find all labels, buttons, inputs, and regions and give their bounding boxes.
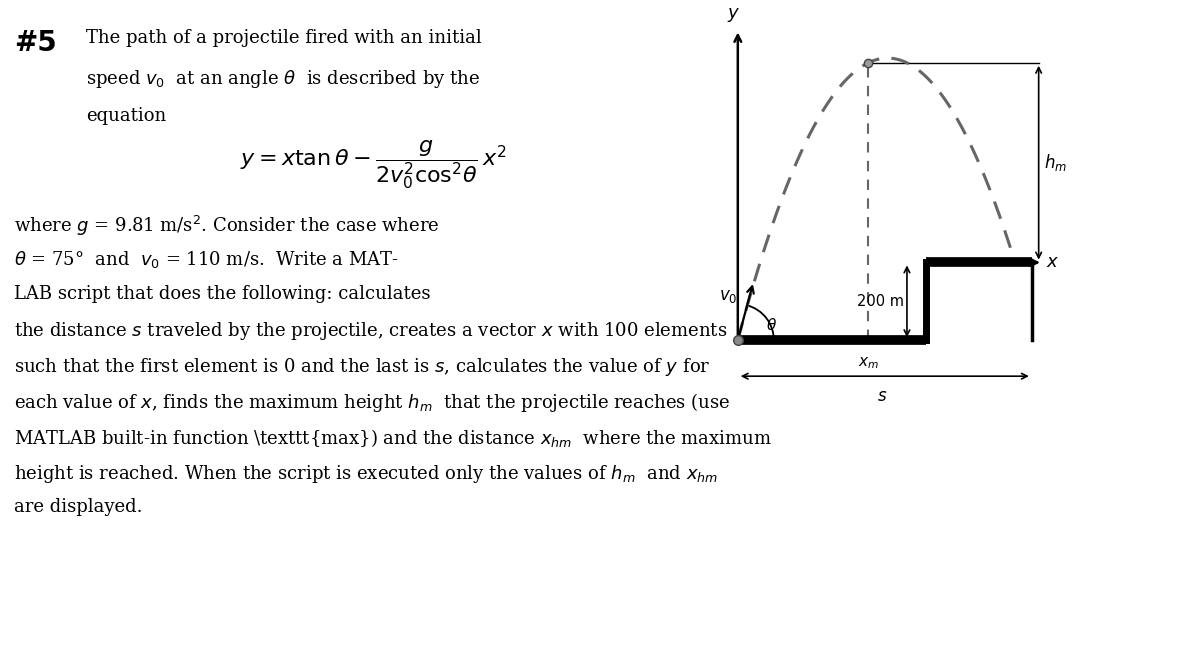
Text: LAB script that does the following: calculates: LAB script that does the following: calc…	[14, 285, 431, 303]
Text: each value of $x$, finds the maximum height $h_m$  that the projectile reaches (: each value of $x$, finds the maximum hei…	[14, 391, 731, 415]
Text: $\theta$: $\theta$	[766, 317, 776, 333]
Text: such that the first element is 0 and the last is $s$, calculates the value of $y: such that the first element is 0 and the…	[14, 356, 710, 378]
Text: $y = x\tan\theta - \dfrac{g}{2v_0^2\cos^2\!\theta}\, x^2$: $y = x\tan\theta - \dfrac{g}{2v_0^2\cos^…	[240, 138, 506, 192]
Text: equation: equation	[86, 107, 167, 125]
Text: $y$: $y$	[727, 6, 740, 24]
Text: MATLAB built-in function \texttt{max}) and the distance $x_{hm}$  where the maxi: MATLAB built-in function \texttt{max}) a…	[14, 427, 772, 449]
Text: $h_m$: $h_m$	[1044, 152, 1067, 173]
Text: 200 m: 200 m	[857, 294, 904, 309]
Text: are displayed.: are displayed.	[14, 498, 143, 516]
Text: $s$: $s$	[877, 388, 887, 405]
Text: the distance $s$ traveled by the projectile, creates a vector $x$ with 100 eleme: the distance $s$ traveled by the project…	[14, 320, 727, 342]
Text: height is reached. When the script is executed only the values of $h_m$  and $x_: height is reached. When the script is ex…	[14, 463, 719, 485]
Text: $x$: $x$	[1045, 254, 1058, 272]
Text: speed $v_0$  at an angle $\theta$  is described by the: speed $v_0$ at an angle $\theta$ is desc…	[86, 68, 480, 90]
Text: The path of a projectile fired with an initial: The path of a projectile fired with an i…	[86, 29, 482, 47]
Text: #5: #5	[14, 29, 58, 57]
Text: $x_m$: $x_m$	[858, 355, 878, 371]
Text: $\theta$ = 75°  and  $v_0$ = 110 m/s.  Write a MAT-: $\theta$ = 75° and $v_0$ = 110 m/s. Writ…	[14, 249, 400, 270]
Text: where $g$ = 9.81 m/s$^2$. Consider the case where: where $g$ = 9.81 m/s$^2$. Consider the c…	[14, 214, 440, 237]
Text: $v_0$: $v_0$	[719, 287, 737, 305]
